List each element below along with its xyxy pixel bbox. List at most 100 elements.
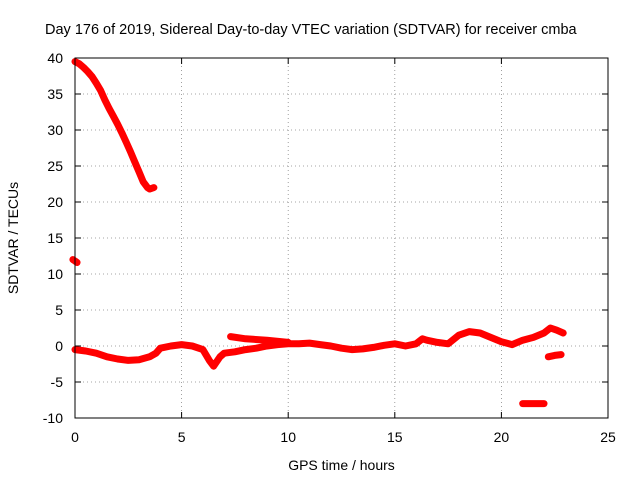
data-point (199, 346, 206, 353)
data-point (153, 350, 160, 357)
data-point (338, 345, 345, 352)
y-tick-label: 0 (55, 338, 63, 354)
data-point (118, 129, 125, 136)
x-tick-label: 25 (600, 429, 616, 445)
data-point (359, 345, 366, 352)
series-trace (71, 58, 158, 193)
data-point (97, 87, 104, 94)
data-point (221, 350, 228, 357)
data-point (114, 355, 121, 362)
data-point (487, 334, 494, 341)
data-point (231, 348, 238, 355)
data-point (76, 60, 83, 67)
data-point (455, 332, 462, 339)
data-point (210, 363, 217, 370)
data-point (146, 353, 153, 360)
y-tick-label: 20 (47, 194, 63, 210)
data-point (551, 352, 558, 359)
data-point (545, 353, 552, 360)
data-point (80, 64, 87, 71)
data-point (306, 340, 313, 347)
x-tick-label: 5 (178, 429, 186, 445)
x-tick-label: 15 (387, 429, 403, 445)
grid (75, 58, 608, 418)
data-point (413, 340, 420, 347)
data-point (445, 340, 452, 347)
data-point (189, 343, 196, 349)
data-point (93, 80, 100, 87)
data-point (110, 113, 117, 120)
series-upper-band (227, 333, 292, 346)
data-point (558, 351, 565, 358)
data-point (178, 341, 185, 348)
data-point (434, 339, 441, 346)
y-tick-label: 25 (47, 158, 63, 174)
x-axis: 0 5 10 15 20 25 (71, 58, 616, 445)
data-point (89, 73, 96, 80)
data-point (253, 345, 260, 352)
data-point (135, 168, 142, 175)
series-late-low (519, 400, 548, 408)
data-point (477, 330, 484, 337)
data-point (93, 350, 100, 357)
data-point (423, 337, 430, 344)
data-point (242, 335, 249, 342)
data-point (466, 328, 473, 335)
chart-title: Day 176 of 2019, Sidereal Day-to-day VTE… (45, 22, 578, 38)
data-point (526, 400, 533, 407)
data-point (106, 105, 113, 112)
series-trace (71, 324, 567, 370)
data-series (69, 58, 567, 408)
data-point (263, 337, 270, 344)
data-point (125, 357, 132, 364)
data-point (381, 342, 388, 349)
data-point (167, 343, 174, 349)
series-trace (227, 333, 292, 346)
data-point (498, 338, 505, 345)
data-point (140, 178, 147, 185)
data-point (295, 340, 302, 347)
data-point (349, 346, 356, 353)
y-tick-label: 40 (47, 50, 63, 66)
data-point (402, 343, 409, 349)
data-point (114, 121, 121, 128)
data-point (103, 353, 110, 360)
data-point (206, 357, 213, 364)
data-point (227, 333, 234, 340)
data-point (123, 139, 130, 146)
x-tick-label: 10 (280, 429, 296, 445)
x-axis-label: GPS time / hours (288, 457, 395, 473)
data-point (263, 343, 270, 349)
data-point (157, 345, 164, 352)
data-point (327, 343, 334, 349)
y-axis-label: SDTVAR / TECUs (5, 182, 21, 294)
data-point (84, 68, 91, 75)
series-late-dip (544, 351, 565, 361)
y-tick-label: 15 (47, 230, 63, 246)
data-point (541, 330, 548, 337)
y-tick-label: -10 (43, 410, 63, 426)
y-tick-label: -5 (51, 374, 64, 390)
data-point (509, 341, 516, 348)
data-point (530, 334, 537, 341)
y-tick-label: 30 (47, 122, 63, 138)
series-early-decay (71, 58, 158, 193)
data-point (317, 341, 324, 348)
series-main-band (71, 324, 567, 370)
data-point (74, 259, 81, 266)
plot-frame (74, 57, 609, 419)
data-point (216, 353, 223, 360)
data-point (101, 96, 108, 103)
data-point (370, 344, 377, 351)
data-point (547, 325, 554, 331)
data-point (391, 340, 398, 347)
x-tick-label: 20 (494, 429, 510, 445)
data-point (285, 339, 292, 346)
data-point (242, 346, 249, 353)
data-point (553, 327, 560, 334)
data-point (519, 337, 526, 344)
y-tick-label: 10 (47, 266, 63, 282)
y-axis: -10 -5 0 5 10 15 20 25 30 35 40 (43, 50, 608, 426)
y-tick-label: 35 (47, 86, 63, 102)
